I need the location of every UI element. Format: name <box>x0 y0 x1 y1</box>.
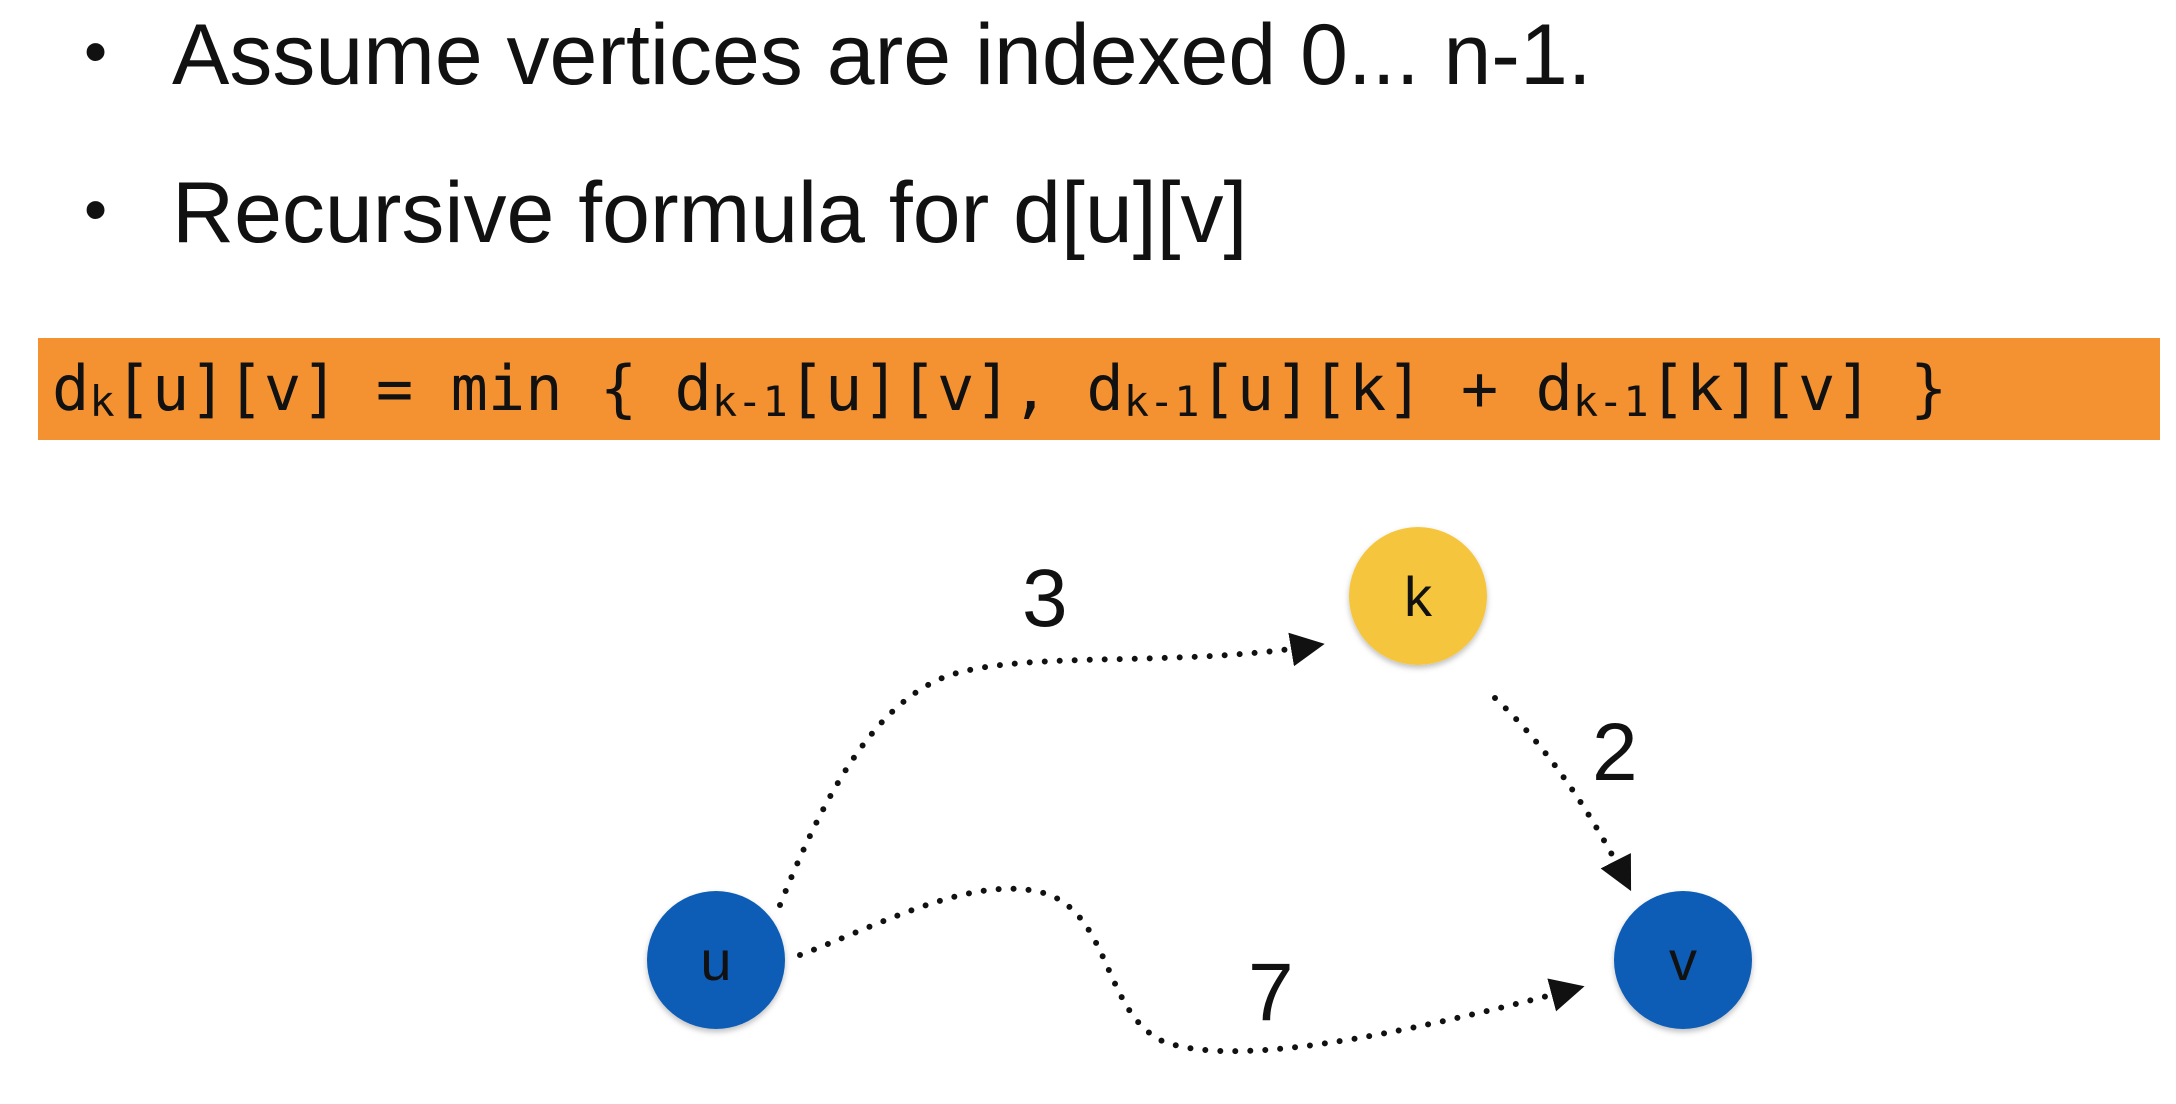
bullet-dot-icon: • <box>84 14 108 88</box>
bullet-text: Recursive formula for d[u][v] <box>172 165 1248 261</box>
node-label: v <box>1669 929 1697 992</box>
formula-d: d <box>52 352 90 425</box>
edge-weight-u-v: 7 <box>1248 947 1294 1038</box>
node-k: k <box>1349 527 1487 665</box>
formula-subscript: k <box>89 377 115 426</box>
formula-d: d <box>674 352 712 425</box>
formula-part: [k][v] } <box>1648 352 1948 425</box>
bullet-item: • Recursive formula for d[u][v] <box>84 170 1247 256</box>
edge-u-k <box>777 632 1325 908</box>
node-label: k <box>1404 565 1433 628</box>
bullet-text: Assume vertices are indexed 0... n-1. <box>172 7 1592 103</box>
formula-part: [u][v], <box>787 352 1087 425</box>
recursive-formula-banner: dk[u][v] = min { dk-1[u][v], dk-1[u][k] … <box>38 338 2160 440</box>
edge-weight-u-k: 3 <box>1022 553 1068 644</box>
formula-part: [u][v] = min { <box>114 352 675 425</box>
node-u: u <box>647 891 785 1029</box>
formula-d: d <box>1535 352 1573 425</box>
edge-u-v <box>797 885 1585 1055</box>
formula-d: d <box>1086 352 1124 425</box>
bullet-dot-icon: • <box>84 172 108 246</box>
bullet-item: • Assume vertices are indexed 0... n-1. <box>84 12 1592 98</box>
edge-weight-k-v: 2 <box>1592 707 1638 798</box>
formula-subscript: k-1 <box>1572 377 1649 426</box>
node-v: v <box>1614 891 1752 1029</box>
formula-subscript: k-1 <box>1123 377 1200 426</box>
node-label: u <box>700 929 731 992</box>
formula-subscript: k-1 <box>711 377 788 426</box>
formula-part: [u][k] + <box>1199 352 1536 425</box>
edge-k-v <box>1492 695 1632 892</box>
